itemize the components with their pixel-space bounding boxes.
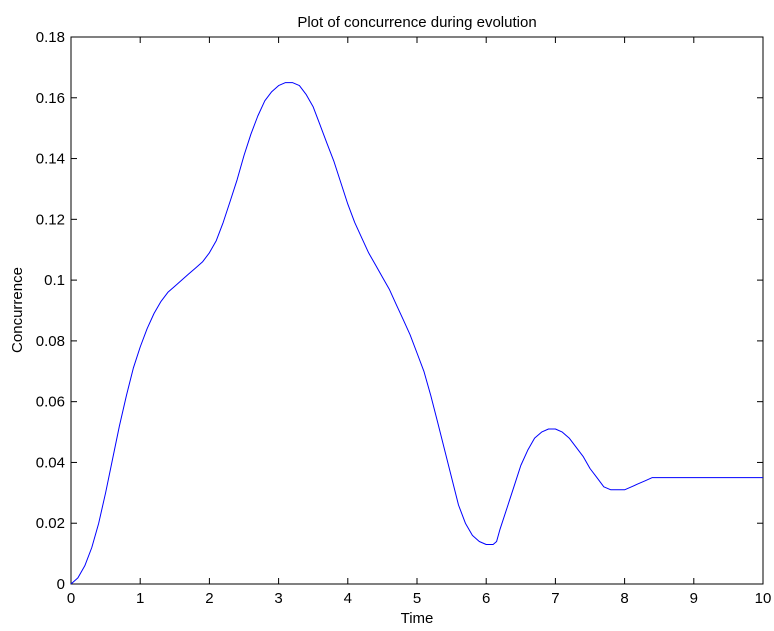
x-tick-label: 2 <box>205 590 213 607</box>
x-tick-label: 0 <box>67 590 75 607</box>
y-axis-label: Concurrence <box>9 267 26 353</box>
series-line <box>70 82 763 585</box>
y-tick-label: 0.12 <box>36 211 65 228</box>
plot-frame <box>70 36 764 585</box>
x-tick-label: 8 <box>620 590 628 607</box>
x-tick-label: 1 <box>136 590 144 607</box>
x-axis-ticks: 0 1 2 3 4 5 6 7 8 9 10 <box>67 37 772 607</box>
x-tick-label: 4 <box>344 590 352 607</box>
series-layer <box>70 82 763 585</box>
y-tick-label: 0.06 <box>36 394 65 411</box>
x-tick-label: 10 <box>755 590 772 607</box>
y-tick-label: 0.18 <box>36 29 65 46</box>
y-tick-label: 0.1 <box>44 272 65 289</box>
y-axis-ticks: 0 0.02 0.04 0.06 0.08 0.1 0.12 0.14 0.16 0.18 <box>36 29 763 593</box>
x-tick-label: 3 <box>274 590 282 607</box>
chart-title: Plot of concurrence during evolution <box>297 14 536 31</box>
x-tick-label: 7 <box>551 590 559 607</box>
y-tick-label: 0.14 <box>36 151 65 168</box>
y-tick-label: 0.16 <box>36 90 65 107</box>
y-tick-label: 0 <box>57 576 65 593</box>
x-tick-label: 6 <box>482 590 490 607</box>
x-axis-label: Time <box>401 610 434 626</box>
x-tick-label: 9 <box>690 590 698 607</box>
x-tick-label: 5 <box>413 590 421 607</box>
y-tick-label: 0.02 <box>36 515 65 532</box>
y-tick-label: 0.08 <box>36 333 65 350</box>
y-tick-label: 0.04 <box>36 454 65 471</box>
